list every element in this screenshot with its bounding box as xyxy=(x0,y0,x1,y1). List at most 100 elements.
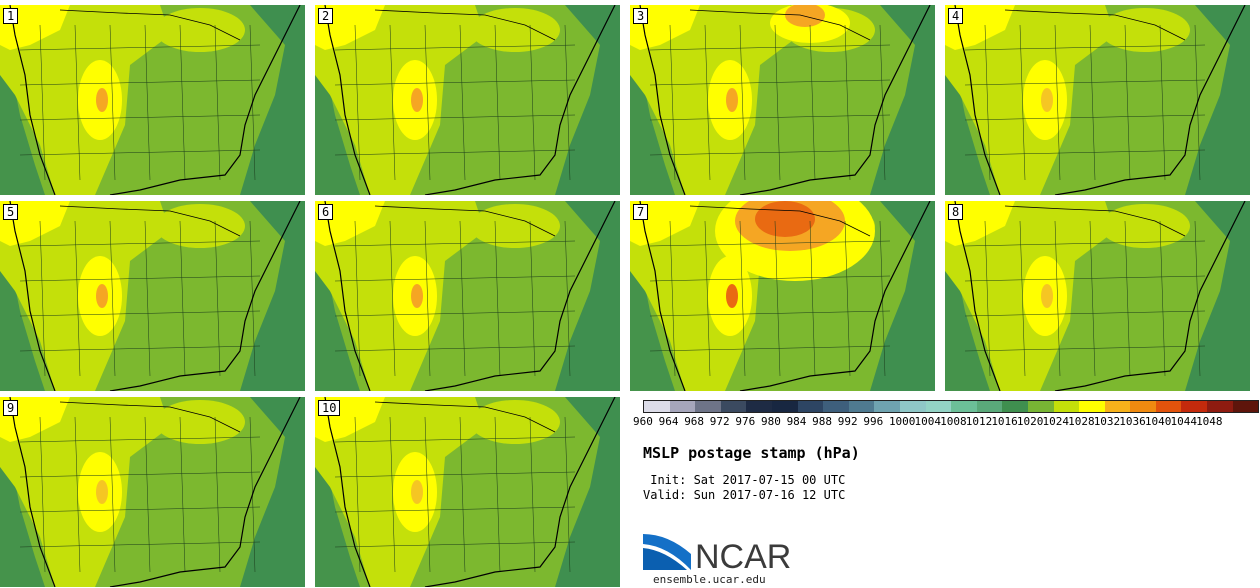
colorbar xyxy=(643,400,1260,413)
state-boundary-line xyxy=(214,416,221,573)
colorbar-tick-label: 964 xyxy=(658,415,679,428)
colorbar-swatch xyxy=(1027,401,1054,412)
colorbar-swatch xyxy=(669,401,696,412)
state-boundary-line xyxy=(424,416,431,573)
valid-time: Valid: Sun 2017-07-16 12 UTC xyxy=(643,488,846,502)
colorbar-swatch xyxy=(1002,401,1028,412)
atlantic-region xyxy=(555,201,620,391)
west-coastline xyxy=(954,201,1001,391)
colorbar-swatch xyxy=(720,401,747,412)
state-boundary-line xyxy=(459,220,466,377)
colorbar-swatch xyxy=(976,401,1003,412)
panel-2: 2 xyxy=(315,5,620,195)
east-gulf-coastline xyxy=(424,201,616,391)
state-boundary-line xyxy=(964,275,1206,282)
northern-border xyxy=(689,205,871,237)
state-boundary-line xyxy=(1124,220,1131,377)
atlantic-region xyxy=(240,201,305,391)
state-boundary-line xyxy=(389,220,396,377)
west-coastline xyxy=(639,201,686,391)
east-gulf-coastline xyxy=(109,5,301,195)
panel-number: 5 xyxy=(3,204,19,220)
atlantic-region xyxy=(870,5,935,195)
state-boundary-line xyxy=(984,24,991,181)
chart-title: MSLP postage stamp (hPa) xyxy=(643,444,860,462)
great-lakes-region xyxy=(470,400,560,444)
state-boundary-line xyxy=(334,436,576,443)
state-boundaries xyxy=(19,24,261,181)
state-boundary-line xyxy=(669,220,676,377)
north-high-core xyxy=(755,201,815,237)
northern-border xyxy=(374,401,556,433)
panel-1: 1 xyxy=(0,5,305,195)
state-boundary-line xyxy=(649,240,891,247)
panel-8: 8 xyxy=(945,201,1250,391)
rockies-core xyxy=(96,284,108,308)
colorbar-swatch xyxy=(823,401,849,412)
state-boundary-line xyxy=(964,44,1206,51)
rockies-core xyxy=(411,284,423,308)
state-boundary-line xyxy=(649,114,891,121)
state-boundary-line xyxy=(1159,24,1166,181)
state-boundary-line xyxy=(39,24,46,181)
state-boundary-line xyxy=(494,24,501,181)
state-boundary-line xyxy=(19,541,261,548)
state-boundaries xyxy=(334,416,576,573)
state-boundary-line xyxy=(1089,220,1096,377)
mslp-map xyxy=(0,397,305,587)
state-boundary-line xyxy=(1054,220,1061,377)
state-boundary-line xyxy=(334,149,576,156)
state-boundary-line xyxy=(389,24,396,181)
panel-number: 3 xyxy=(633,8,649,24)
state-boundary-line xyxy=(74,416,81,573)
state-boundary-line xyxy=(334,240,576,247)
mslp-map xyxy=(630,201,935,391)
state-boundary-line xyxy=(459,24,466,181)
state-boundaries xyxy=(649,24,891,181)
panel-10: 10 xyxy=(315,397,620,587)
great-lakes-region xyxy=(155,8,245,52)
state-boundary-line xyxy=(214,24,221,181)
panel-number: 1 xyxy=(3,8,19,24)
colorbar-tick-label: 1016 xyxy=(991,415,1018,428)
colorbar-tick-label: 1020 xyxy=(1016,415,1044,428)
state-boundary-line xyxy=(334,114,576,121)
state-boundary-line xyxy=(844,24,851,181)
panel-number: 8 xyxy=(948,204,964,220)
pacific-region xyxy=(0,457,45,587)
mslp-map xyxy=(945,201,1250,391)
state-boundary-line xyxy=(704,24,711,181)
pacific-region xyxy=(315,457,360,587)
state-boundary-line xyxy=(1019,24,1026,181)
state-boundary-line xyxy=(334,541,576,548)
northern-border xyxy=(1004,9,1186,41)
mslp-map xyxy=(315,397,620,587)
colorbar-swatch xyxy=(899,401,926,412)
state-boundary-line xyxy=(649,149,891,156)
state-boundary-line xyxy=(704,220,711,377)
state-boundary-line xyxy=(809,24,816,181)
colorbar-swatch xyxy=(746,401,772,412)
state-boundary-line xyxy=(964,79,1206,86)
pacific-region xyxy=(630,65,675,195)
state-boundary-line xyxy=(1159,220,1166,377)
ncar-logo-text: NCAR xyxy=(695,538,791,572)
state-boundary-line xyxy=(19,310,261,317)
northern-border xyxy=(1004,205,1186,237)
state-boundary-line xyxy=(354,24,361,181)
state-boundary-line xyxy=(334,345,576,352)
west-coastline xyxy=(639,5,686,195)
colorbar-tick-label: 1004 xyxy=(914,415,942,428)
northern-border xyxy=(59,9,241,41)
state-boundary-line xyxy=(649,275,891,282)
colorbar-swatch xyxy=(644,401,670,412)
state-boundary-line xyxy=(739,220,746,377)
state-boundary-line xyxy=(739,24,746,181)
state-boundary-line xyxy=(109,24,116,181)
state-boundary-line xyxy=(19,275,261,282)
state-boundary-line xyxy=(494,416,501,573)
state-boundary-line xyxy=(39,220,46,377)
east-gulf-coastline xyxy=(1054,201,1246,391)
panel-6: 6 xyxy=(315,201,620,391)
state-boundary-line xyxy=(144,220,151,377)
